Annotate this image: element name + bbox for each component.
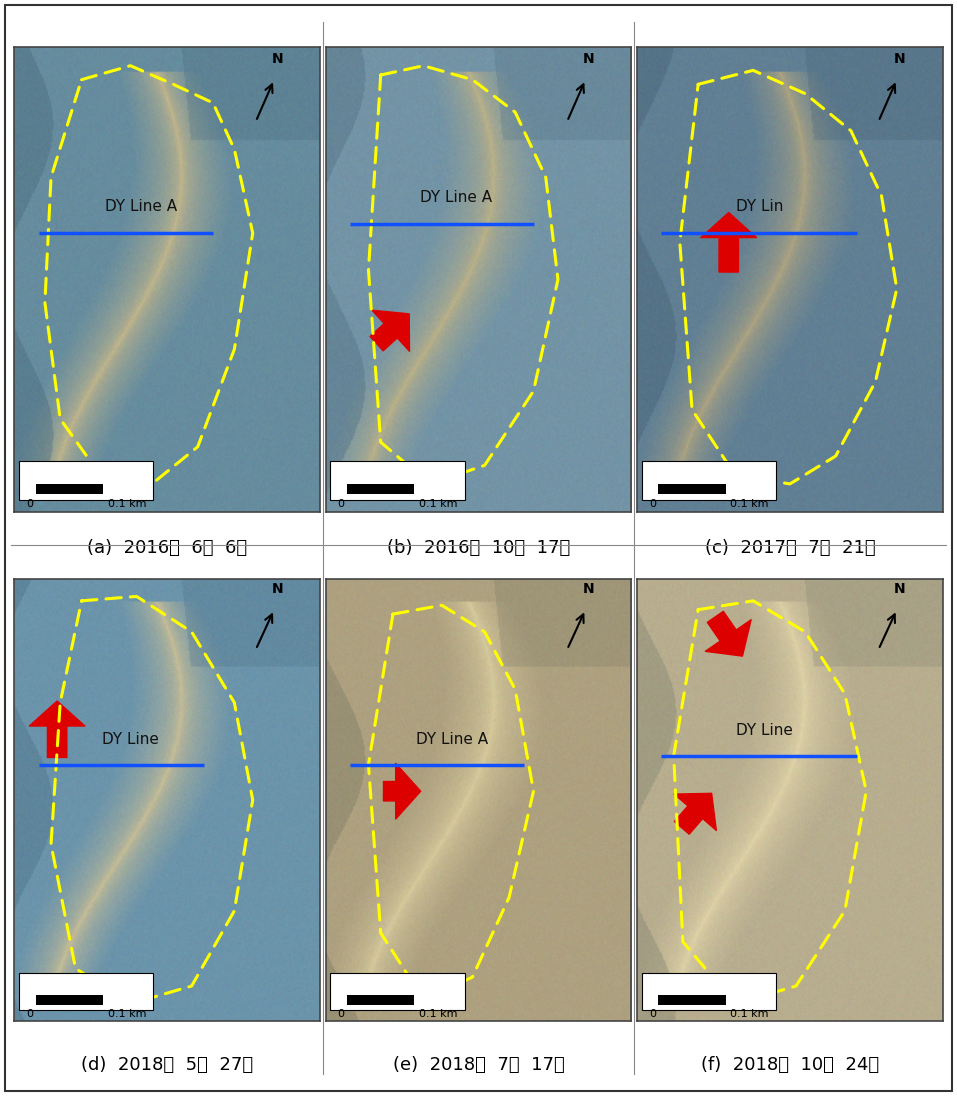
Text: (d)  2018년  5월  27일: (d) 2018년 5월 27일 xyxy=(81,1057,254,1074)
Text: DY Line: DY Line xyxy=(101,732,159,747)
Text: 0: 0 xyxy=(338,1009,345,1019)
Text: (b)  2016년  10월  17일: (b) 2016년 10월 17일 xyxy=(387,539,570,557)
Bar xyxy=(641,460,776,500)
Text: 0.1 km: 0.1 km xyxy=(730,499,768,509)
Bar xyxy=(330,973,465,1011)
Text: 0: 0 xyxy=(649,1009,656,1019)
Bar xyxy=(658,484,725,494)
Text: 0: 0 xyxy=(26,499,33,509)
Text: 0.1 km: 0.1 km xyxy=(107,499,146,509)
Text: DY Line A: DY Line A xyxy=(105,199,177,215)
Bar xyxy=(658,995,725,1005)
Text: N: N xyxy=(583,52,594,66)
Text: (a)  2016년  6월  6일: (a) 2016년 6월 6일 xyxy=(87,539,247,557)
Text: N: N xyxy=(583,582,594,596)
Text: DY Line A: DY Line A xyxy=(416,732,488,747)
Bar xyxy=(347,995,414,1005)
Bar xyxy=(19,973,153,1011)
Bar xyxy=(35,995,103,1005)
Text: DY Lin: DY Lin xyxy=(736,199,783,215)
Text: N: N xyxy=(894,52,905,66)
Bar xyxy=(35,484,103,494)
Text: N: N xyxy=(894,582,905,596)
Text: (c)  2017년  7월  21일: (c) 2017년 7월 21일 xyxy=(704,539,875,557)
Text: 0: 0 xyxy=(338,499,345,509)
Text: 0.1 km: 0.1 km xyxy=(419,1009,457,1019)
Text: (f)  2018년  10월  24일: (f) 2018년 10월 24일 xyxy=(701,1057,879,1074)
Text: DY Line: DY Line xyxy=(736,723,792,738)
Text: 0.1 km: 0.1 km xyxy=(419,499,457,509)
Text: 0.1 km: 0.1 km xyxy=(107,1009,146,1019)
Bar xyxy=(347,484,414,494)
Bar xyxy=(19,460,153,500)
Bar xyxy=(641,973,776,1011)
Bar xyxy=(330,460,465,500)
Text: DY Line A: DY Line A xyxy=(420,190,492,205)
Text: (e)  2018년  7월  17일: (e) 2018년 7월 17일 xyxy=(392,1057,565,1074)
Text: 0.1 km: 0.1 km xyxy=(730,1009,768,1019)
Text: 0: 0 xyxy=(26,1009,33,1019)
Text: 0: 0 xyxy=(649,499,656,509)
Text: N: N xyxy=(272,52,283,66)
Text: N: N xyxy=(272,582,283,596)
